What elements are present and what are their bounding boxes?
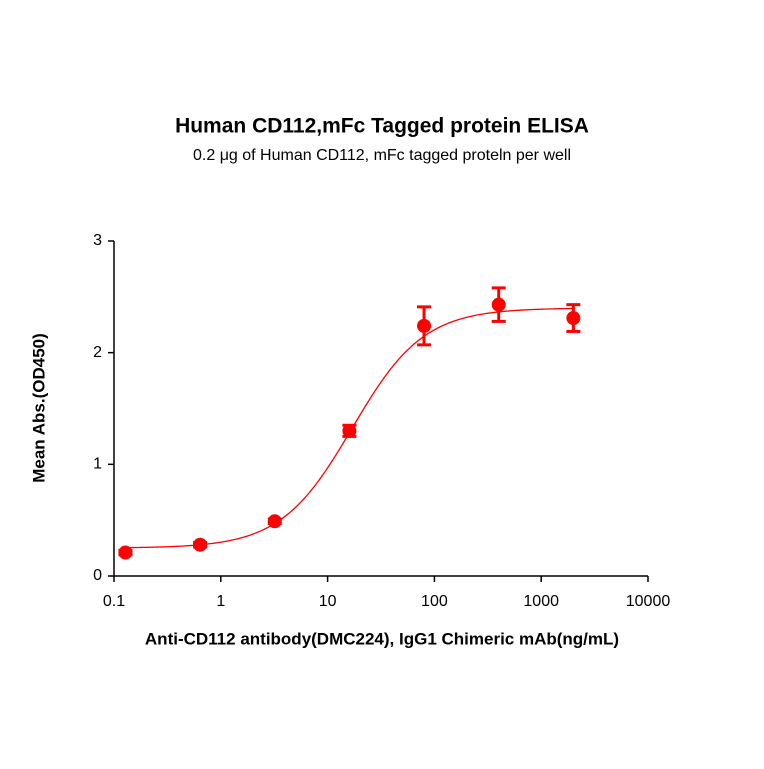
y-tick-label: 1 <box>93 456 102 473</box>
data-point <box>193 537 208 552</box>
y-axis-label: Mean Abs.(OD450) <box>29 333 48 483</box>
y-tick-label: 3 <box>93 232 102 249</box>
x-tick-label: 100 <box>421 593 448 610</box>
data-point <box>491 297 506 312</box>
chart-title: Human CD112,mFc Tagged protein ELISA <box>175 115 589 138</box>
data-point <box>118 545 133 560</box>
chart-subtitle: 0.2 μg of Human CD112, mFc tagged protel… <box>193 147 571 164</box>
x-tick-label: 10 <box>319 593 337 610</box>
data-point <box>267 514 282 529</box>
x-axis-label: Anti-CD112 antibody(DMC224), IgG1 Chimer… <box>145 629 619 648</box>
data-point <box>417 318 432 333</box>
y-tick-label: 0 <box>93 567 102 584</box>
x-tick-label: 1000 <box>523 593 559 610</box>
data-point <box>566 311 581 326</box>
x-tick-label: 10000 <box>626 593 671 610</box>
data-point <box>342 423 357 438</box>
x-tick-label: 1 <box>216 593 225 610</box>
x-tick-label: 0.1 <box>103 593 125 610</box>
y-tick-label: 2 <box>93 344 102 361</box>
